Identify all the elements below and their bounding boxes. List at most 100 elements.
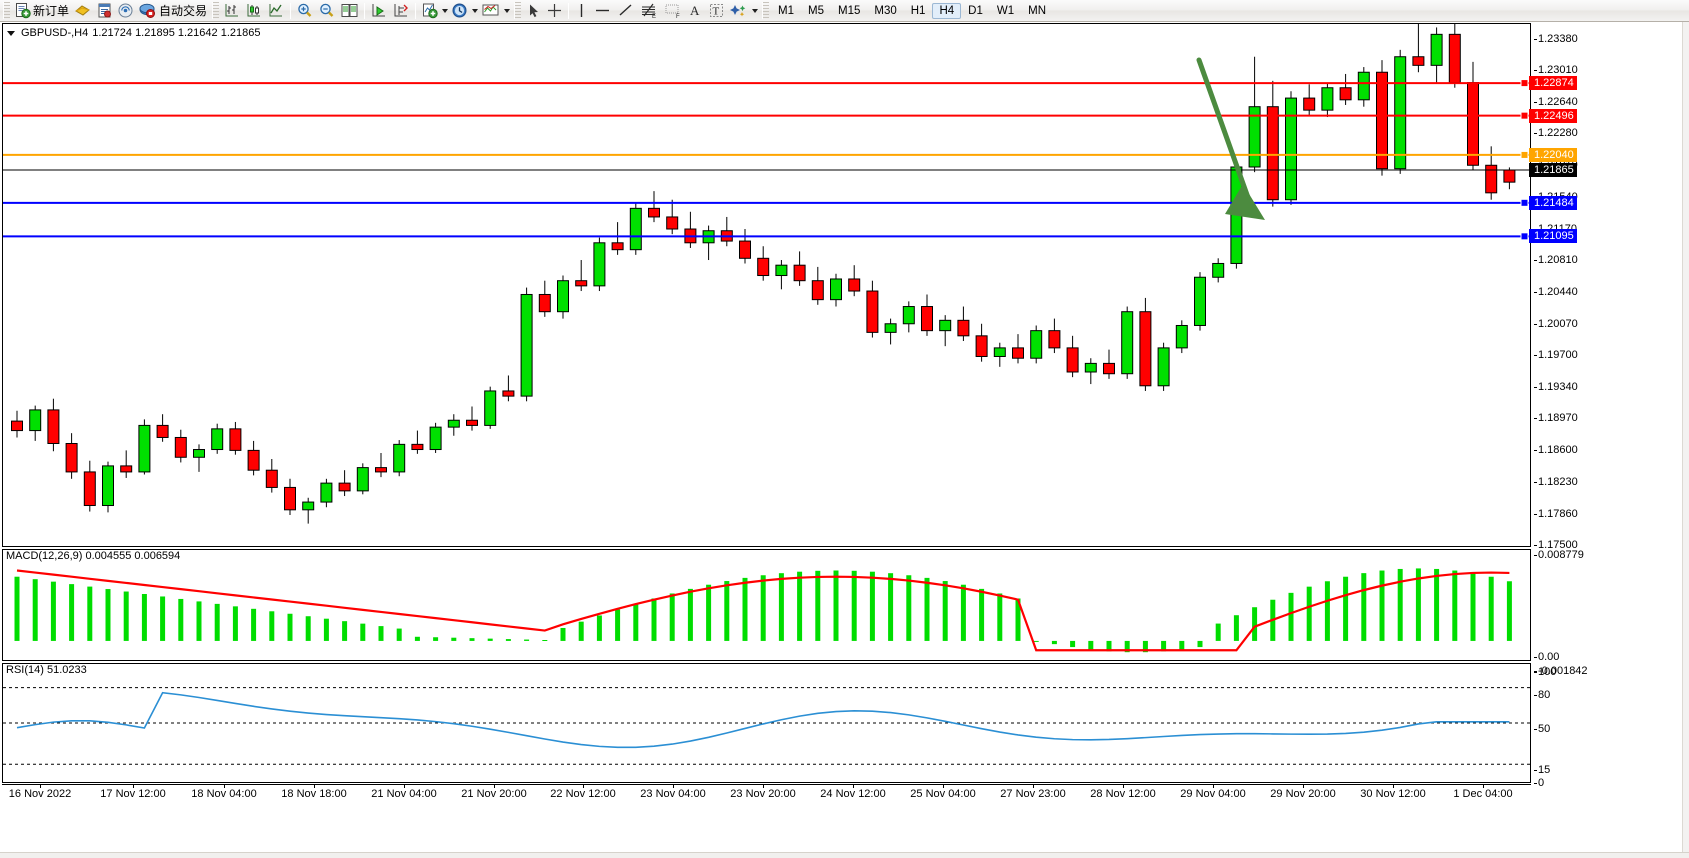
indicators-dropdown-arrow[interactable] — [440, 2, 449, 20]
shapes-button[interactable] — [727, 1, 750, 21]
price-tick: 1.17500 — [1534, 539, 1578, 551]
toolbar-grip-3[interactable] — [514, 2, 522, 19]
macd-label: MACD(12,26,9) 0.004555 0.006594 — [6, 550, 181, 562]
timeframe-w1[interactable]: W1 — [996, 4, 1015, 17]
time-tick — [133, 785, 134, 788]
zoom-in-button[interactable] — [294, 1, 316, 21]
time-tick — [404, 785, 405, 788]
macd-pane[interactable]: MACD(12,26,9) 0.004555 0.006594 — [2, 549, 1531, 661]
vline-button[interactable] — [572, 1, 591, 21]
vertical-scrollbar[interactable] — [1682, 22, 1689, 852]
time-tick — [763, 785, 764, 788]
expert-advisors-button[interactable] — [71, 1, 94, 21]
toolbar-grip[interactable] — [3, 2, 10, 19]
crosshair-icon — [548, 4, 562, 17]
candlestick-chart-button[interactable] — [243, 1, 265, 21]
indicators-button[interactable] — [419, 1, 440, 21]
period-button[interactable] — [449, 1, 470, 21]
price-pane[interactable]: GBPUSD-,H4 1.21724 1.21895 1.21642 1.218… — [2, 23, 1531, 547]
toolbar-separator-1 — [290, 2, 292, 19]
price-tick: 1.20070 — [1534, 317, 1578, 330]
hline-button[interactable] — [591, 1, 614, 21]
auto-scroll-button[interactable] — [390, 1, 412, 21]
rsi-pane[interactable]: RSI(14) 51.0233 — [2, 663, 1531, 783]
auto-scroll-icon — [394, 4, 409, 17]
zoom-out-button[interactable] — [316, 1, 338, 21]
new-order-button[interactable]: 新订单 — [12, 1, 71, 21]
svg-text:T: T — [713, 6, 720, 18]
price-level-label[interactable]: 1.22040 — [1529, 147, 1577, 162]
vline-icon — [580, 4, 583, 17]
time-axis[interactable]: 16 Nov 2022 17 Nov 12:00 18 Nov 04:00 18 No… — [2, 785, 1531, 805]
time-tick — [40, 785, 41, 788]
time-label: 29 Nov 20:00 — [1270, 788, 1336, 800]
crosshair-button[interactable] — [544, 1, 565, 21]
price-level-label[interactable]: 1.21095 — [1529, 229, 1577, 244]
autotrading-button[interactable]: 自动交易 — [136, 1, 209, 21]
data-window-button[interactable] — [94, 1, 115, 21]
new-order-icon — [16, 3, 31, 19]
price-tick: 1.18600 — [1534, 444, 1578, 457]
toolbar-grip-2[interactable] — [212, 2, 220, 19]
channel-button[interactable]: F — [661, 1, 685, 21]
timeframe-h1[interactable]: H1 — [910, 4, 926, 17]
rsi-svg — [3, 687, 1530, 765]
chart-symbol-label: GBPUSD-,H4 — [21, 27, 89, 39]
price-tick: 1.17860 — [1534, 507, 1578, 520]
time-label: 18 Nov 18:00 — [281, 788, 347, 800]
timeframe-m15[interactable]: M15 — [838, 4, 861, 17]
price-level-label[interactable]: 1.21484 — [1529, 195, 1577, 210]
shapes-dropdown-arrow[interactable] — [750, 2, 759, 20]
time-label: 1 Dec 04:00 — [1453, 788, 1513, 800]
text-button[interactable]: A — [685, 1, 706, 21]
zoom-out-icon — [320, 3, 334, 17]
bar-chart-button[interactable] — [221, 1, 243, 21]
toolbar-grip-4[interactable] — [762, 2, 770, 19]
time-tick — [1033, 785, 1034, 788]
price-level-label[interactable]: 1.22496 — [1529, 108, 1577, 123]
candlestick-chart-icon — [247, 4, 261, 17]
timeframe-h4[interactable]: H4 — [932, 2, 962, 19]
autotrading-icon — [139, 3, 156, 18]
timeframe-d1[interactable]: D1 — [968, 4, 983, 17]
time-label: 21 Nov 04:00 — [371, 788, 437, 800]
timeframe-m5[interactable]: M5 — [808, 4, 824, 17]
time-label: 25 Nov 04:00 — [910, 788, 976, 800]
fibo-button[interactable]: E — [637, 1, 661, 21]
chart-symbol-header: GBPUSD-,H4 1.21724 1.21895 1.21642 1.218… — [7, 27, 260, 39]
timeframe-mn[interactable]: MN — [1028, 4, 1046, 17]
templates-dropdown-arrow[interactable] — [502, 2, 511, 20]
rsi-tick: 0 — [1533, 777, 1545, 789]
text-label-icon: T — [710, 4, 724, 18]
period-icon — [452, 3, 467, 18]
signals-button[interactable] — [115, 1, 136, 21]
time-tick — [853, 785, 854, 788]
period-dropdown-arrow[interactable] — [470, 2, 479, 20]
text-label-button[interactable]: T — [706, 1, 727, 21]
toolbar-separator-2 — [364, 2, 366, 19]
main-toolbar: 新订单 — [0, 0, 1689, 22]
price-level-label[interactable]: 1.22874 — [1529, 76, 1577, 91]
shift-end-button[interactable] — [368, 1, 390, 21]
time-label: 18 Nov 04:00 — [191, 788, 257, 800]
svg-text:A: A — [690, 3, 700, 18]
price-scale[interactable]: 1.233801.230101.226401.222801.219101.215… — [1529, 22, 1689, 858]
chart-menu-caret-icon[interactable] — [7, 30, 15, 36]
cursor-button[interactable] — [523, 1, 544, 21]
trendline-button[interactable] — [614, 1, 637, 21]
chart-area[interactable]: GBPUSD-,H4 1.21724 1.21895 1.21642 1.218… — [0, 22, 1689, 858]
line-chart-button[interactable] — [265, 1, 287, 21]
timeframe-m1[interactable]: M1 — [778, 4, 795, 17]
shift-end-icon — [372, 4, 386, 17]
grid-icon — [341, 4, 358, 17]
time-tick — [673, 785, 674, 788]
time-label: 21 Nov 20:00 — [461, 788, 527, 800]
price-level-label[interactable]: 1.21865 — [1529, 163, 1577, 177]
price-tick: 1.20810 — [1534, 253, 1578, 266]
price-tick: 1.20440 — [1534, 285, 1578, 298]
templates-button[interactable] — [479, 1, 502, 21]
trendline-icon — [619, 4, 632, 16]
grid-button[interactable] — [338, 1, 361, 21]
time-label: 16 Nov 2022 — [8, 788, 72, 800]
timeframe-m30[interactable]: M30 — [874, 4, 897, 17]
